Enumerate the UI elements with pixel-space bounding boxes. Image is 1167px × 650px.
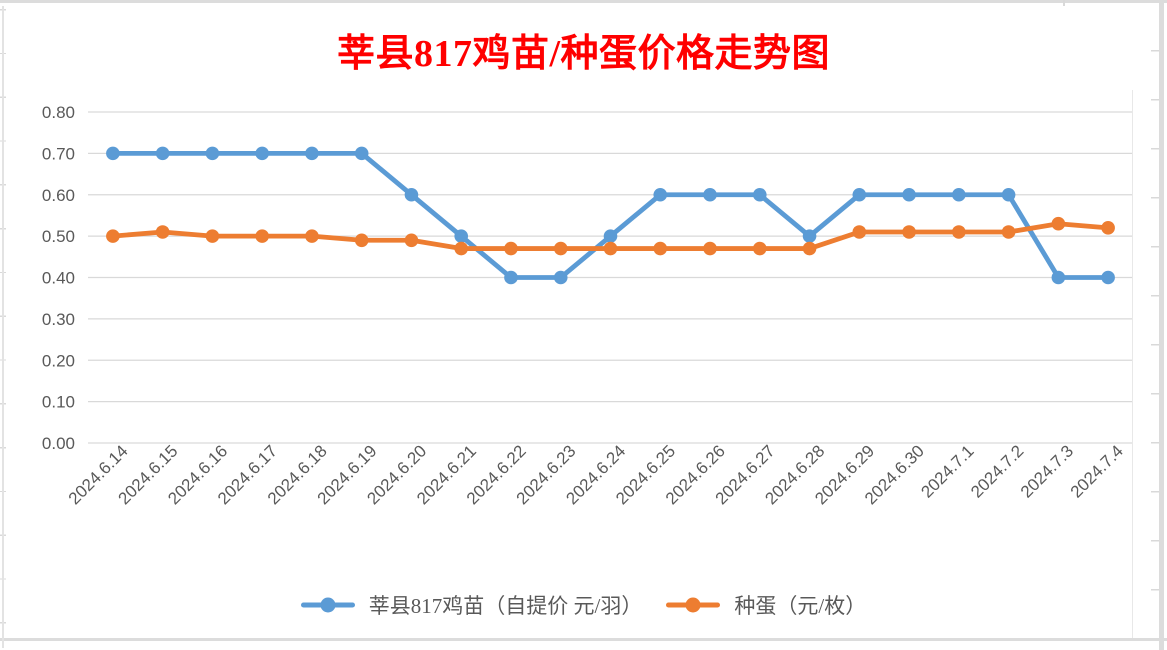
series-2-marker	[504, 241, 518, 256]
series-1-marker	[603, 229, 618, 243]
chart-title: 莘县817鸡苗/种蛋价格走势图	[336, 33, 831, 75]
series-line-1	[110, 150, 1111, 280]
x-tick-label: 2024.7.2	[967, 441, 1027, 501]
y-tick-label: 0.30	[42, 310, 75, 329]
series-1-marker	[305, 146, 319, 161]
series-2-marker	[802, 241, 817, 256]
series-1-marker	[354, 146, 369, 161]
series-1-marker	[504, 270, 518, 285]
series-2-marker	[703, 241, 717, 256]
series-2-marker	[1001, 225, 1016, 239]
series-2-marker	[155, 225, 170, 239]
series-1-marker	[752, 187, 767, 202]
series-1-marker	[703, 187, 717, 202]
y-tick-label: 0.60	[42, 186, 75, 205]
series-2-marker	[255, 229, 269, 243]
series-2-marker	[205, 229, 220, 243]
worksheet-border-right	[1159, 0, 1164, 650]
series-2-marker	[404, 233, 419, 248]
y-tick-label: 0.70	[42, 144, 75, 163]
series-1-marker	[255, 146, 269, 161]
series-2-marker	[1101, 221, 1115, 235]
series-1-marker	[553, 270, 568, 285]
y-tick-label: 0.00	[42, 434, 75, 453]
series-1-marker	[902, 187, 916, 202]
series-2-marker	[603, 241, 618, 256]
worksheet-border-bottom	[0, 638, 1167, 641]
worksheet-row-ticks-right	[1151, 1, 1159, 650]
y-tick-label: 0.80	[42, 103, 75, 122]
worksheet-column-tick	[1063, 0, 1065, 6]
series-1-marker	[1001, 187, 1016, 202]
y-tick-label: 0.20	[42, 351, 75, 370]
x-tick-label: 2024.7.3	[1017, 441, 1077, 501]
series-2-marker	[1051, 216, 1066, 231]
series-1-marker	[802, 229, 817, 243]
worksheet-column-line	[1132, 90, 1134, 640]
series-2-marker	[952, 225, 966, 239]
series-1-marker	[1101, 270, 1115, 285]
series-1-marker	[106, 146, 120, 161]
series-2-marker	[852, 225, 867, 239]
legend-item-egg: 种蛋（元/枚）	[666, 590, 866, 620]
legend-item-chicken: 莘县817鸡苗（自提价 元/羽）	[300, 590, 643, 620]
series-2-marker	[553, 241, 568, 256]
series-2-marker	[305, 229, 319, 243]
series-2-marker	[653, 241, 668, 256]
series-2-marker	[106, 229, 120, 243]
series-1-marker	[155, 146, 170, 161]
series-1-marker	[952, 187, 966, 202]
series-1-marker	[852, 187, 867, 202]
legend-marker-egg-icon	[666, 597, 721, 613]
y-tick-label: 0.50	[42, 227, 75, 246]
series-1-marker	[454, 229, 469, 243]
legend-marker-chicken-icon	[300, 597, 355, 613]
legend-label-egg: 种蛋（元/枚）	[734, 594, 867, 618]
legend-label-chicken: 莘县817鸡苗（自提价 元/羽）	[368, 594, 643, 618]
series-1-marker	[205, 146, 220, 161]
chart-legend: 莘县817鸡苗（自提价 元/羽） 种蛋（元/枚）	[0, 585, 1167, 625]
series-2-marker	[752, 241, 767, 256]
series-2-marker	[354, 233, 369, 248]
worksheet-border-left	[2, 6, 4, 648]
series-2-marker	[902, 225, 916, 239]
y-tick-label: 0.40	[42, 269, 75, 288]
worksheet-border-top	[0, 0, 1167, 3]
series-2-marker	[454, 241, 469, 256]
x-tick-label: 2024.7.4	[1067, 441, 1127, 501]
series-1-marker	[404, 187, 419, 202]
y-tick-label: 0.10	[42, 393, 75, 412]
series-1-marker	[653, 187, 668, 202]
series-1-marker	[1051, 270, 1066, 285]
x-tick-label: 2024.7.1	[917, 441, 977, 501]
